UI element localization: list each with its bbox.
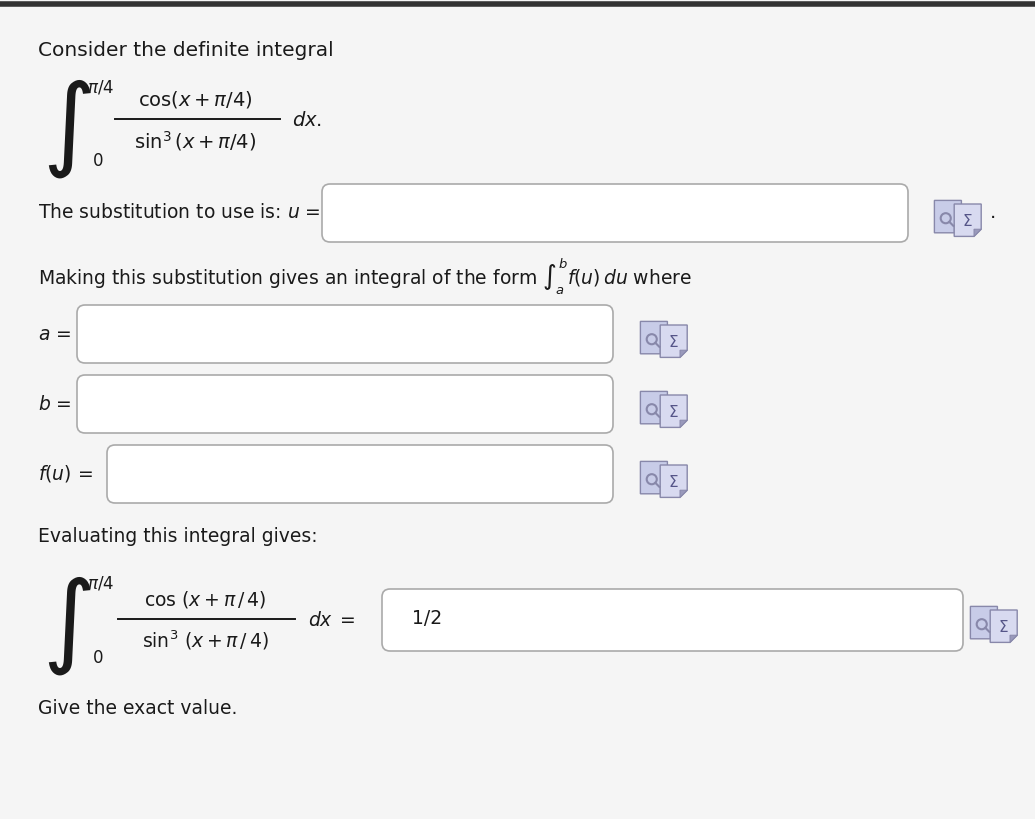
Polygon shape <box>641 391 668 423</box>
Polygon shape <box>680 491 687 497</box>
Text: Making this substitution gives an integral of the form $\int_a^b f(u)\,du$ where: Making this substitution gives an integr… <box>38 256 692 297</box>
Text: $f(u)$ =: $f(u)$ = <box>38 464 93 485</box>
Text: $\Sigma$: $\Sigma$ <box>963 213 973 229</box>
Text: $\Sigma$: $\Sigma$ <box>669 474 679 490</box>
Text: $\int$: $\int$ <box>42 575 91 677</box>
Text: $b$ =: $b$ = <box>38 395 71 414</box>
Text: The substitution to use is: $u$ =: The substitution to use is: $u$ = <box>38 203 321 223</box>
FancyBboxPatch shape <box>322 184 908 242</box>
Text: $\cos\,(x + \pi\,/\,4)$: $\cos\,(x + \pi\,/\,4)$ <box>144 589 266 609</box>
Polygon shape <box>1010 636 1017 642</box>
Text: $\sin^3(x + \pi/4)$: $\sin^3(x + \pi/4)$ <box>134 129 256 153</box>
Polygon shape <box>990 610 1017 642</box>
FancyBboxPatch shape <box>107 445 613 503</box>
Polygon shape <box>641 321 668 354</box>
Polygon shape <box>660 325 687 357</box>
Polygon shape <box>990 631 998 639</box>
Text: $dx\;=$: $dx\;=$ <box>308 612 355 631</box>
Text: $\Sigma$: $\Sigma$ <box>669 334 679 350</box>
FancyBboxPatch shape <box>77 305 613 363</box>
Text: Give the exact value.: Give the exact value. <box>38 699 237 718</box>
Text: $a$ =: $a$ = <box>38 324 71 343</box>
Polygon shape <box>660 346 668 354</box>
Text: Consider the definite integral: Consider the definite integral <box>38 42 333 61</box>
Polygon shape <box>954 225 962 233</box>
Polygon shape <box>954 204 981 237</box>
Polygon shape <box>660 395 687 428</box>
Text: $\pi/4$: $\pi/4$ <box>87 575 114 593</box>
Polygon shape <box>660 417 668 423</box>
Text: $\Sigma$: $\Sigma$ <box>999 619 1009 635</box>
Text: $\Sigma$: $\Sigma$ <box>669 404 679 420</box>
Text: $0$: $0$ <box>92 152 104 170</box>
Polygon shape <box>974 229 981 237</box>
FancyBboxPatch shape <box>77 375 613 433</box>
Text: .: . <box>990 203 997 223</box>
Polygon shape <box>660 465 687 497</box>
Polygon shape <box>641 461 668 494</box>
Polygon shape <box>935 201 962 233</box>
Text: Evaluating this integral gives:: Evaluating this integral gives: <box>38 527 318 545</box>
Text: $\pi/4$: $\pi/4$ <box>87 78 114 96</box>
Text: $\int$: $\int$ <box>42 78 91 180</box>
Text: $dx.$: $dx.$ <box>292 111 322 130</box>
Polygon shape <box>680 351 687 357</box>
Polygon shape <box>660 486 668 494</box>
Text: 1/2: 1/2 <box>412 609 442 628</box>
Polygon shape <box>971 606 998 639</box>
FancyBboxPatch shape <box>382 589 963 651</box>
Text: $0$: $0$ <box>92 649 104 667</box>
Polygon shape <box>680 420 687 428</box>
Text: $\cos(x + \pi/4)$: $\cos(x + \pi/4)$ <box>138 88 253 110</box>
Text: $\sin^3\,(x + \pi\,/\,4)$: $\sin^3\,(x + \pi\,/\,4)$ <box>142 628 268 652</box>
